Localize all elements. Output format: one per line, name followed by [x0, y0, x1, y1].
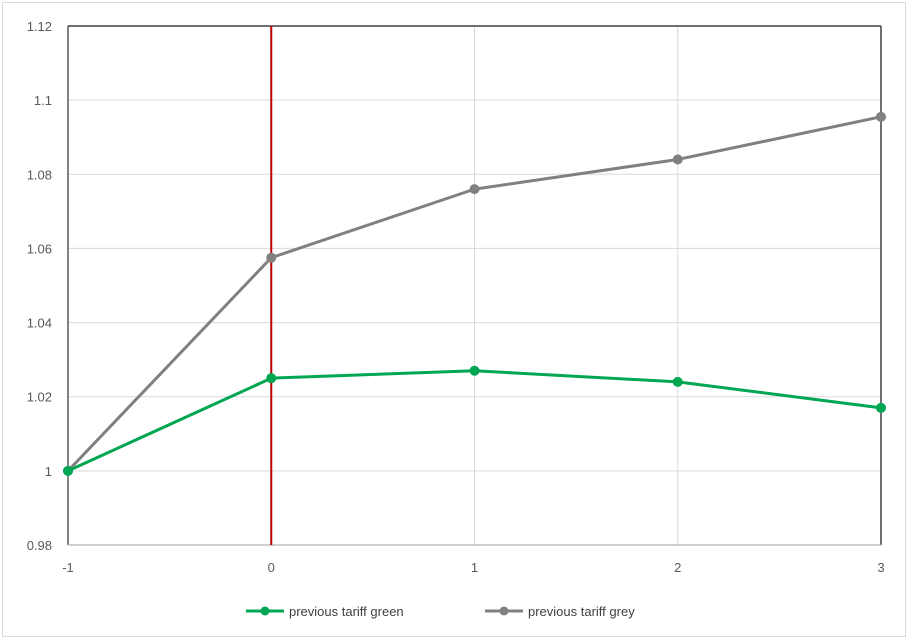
y-tick-label: 1.02 — [27, 390, 52, 405]
x-tick-label: -1 — [62, 560, 74, 575]
legend-marker — [499, 606, 509, 616]
y-tick-label: 1.08 — [27, 167, 52, 182]
y-tick-label: 1.06 — [27, 241, 52, 256]
data-point — [876, 402, 886, 413]
data-point — [266, 252, 277, 263]
data-point — [469, 365, 480, 376]
y-tick-label: 1.1 — [34, 93, 52, 108]
y-tick-label: 1 — [45, 464, 52, 479]
legend-marker — [260, 606, 270, 616]
x-tick-label: 1 — [471, 560, 478, 575]
data-point — [672, 376, 683, 387]
data-point — [266, 373, 277, 384]
x-tick-label: 0 — [268, 560, 275, 575]
legend-label: previous tariff green — [289, 604, 404, 619]
legend-label: previous tariff grey — [528, 604, 635, 619]
y-tick-label: 0.98 — [27, 538, 52, 553]
data-point — [672, 154, 683, 165]
data-point — [63, 465, 73, 476]
y-tick-label: 1.12 — [27, 19, 52, 34]
x-tick-label: 3 — [877, 560, 884, 575]
y-tick-label: 1.04 — [27, 316, 52, 331]
data-point — [469, 184, 480, 195]
x-tick-label: 2 — [674, 560, 681, 575]
data-point — [876, 111, 886, 122]
